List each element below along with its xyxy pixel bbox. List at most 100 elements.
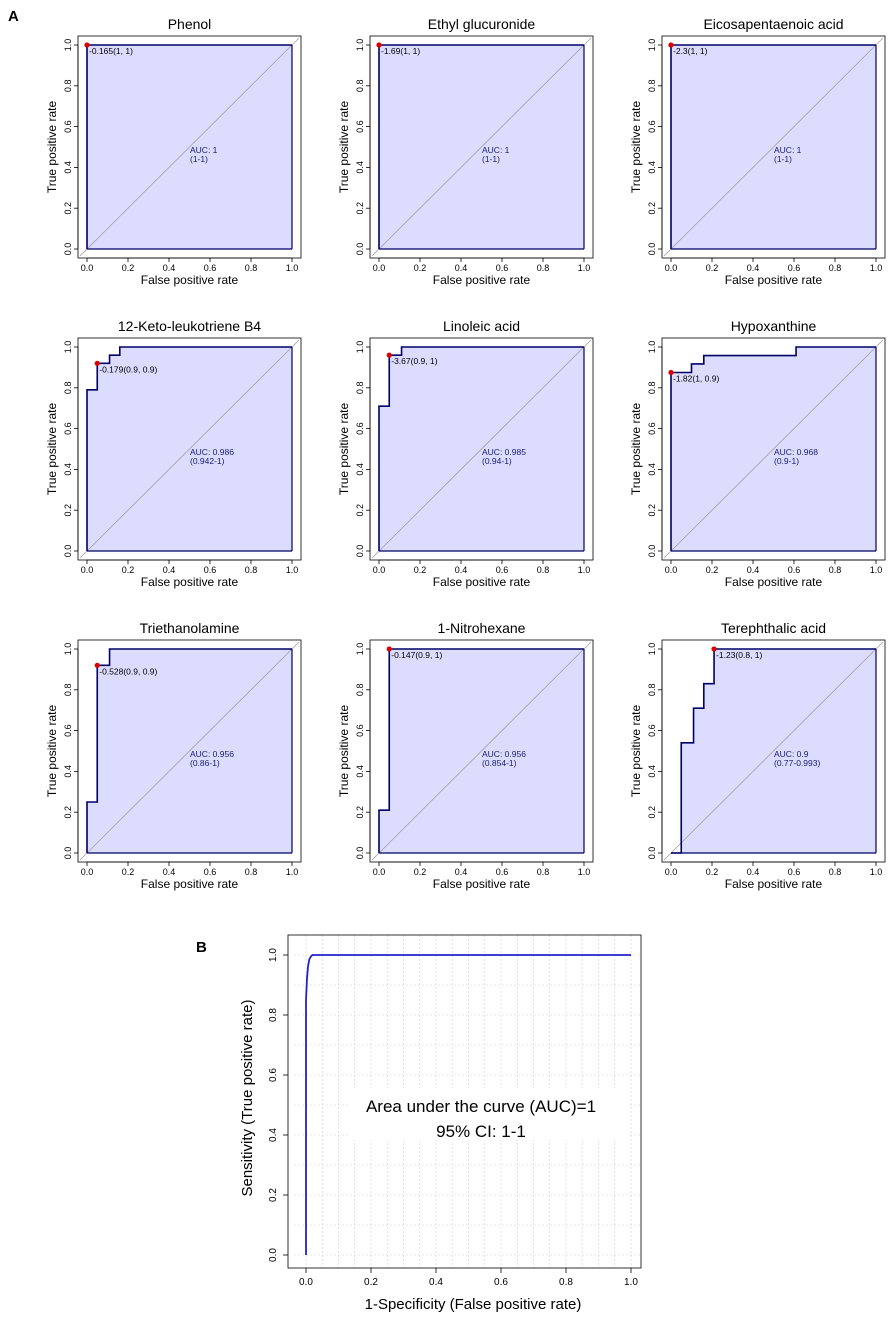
y-tick-label: 0.6: [355, 724, 365, 737]
threshold-label: -1.23(0.8, 1): [716, 650, 762, 660]
x-tick-label: 0.6: [204, 867, 217, 877]
x-tick-label: 0.6: [204, 565, 217, 575]
x-tick-label: 0.4: [455, 263, 468, 273]
x-tick-label: 1.0: [286, 263, 299, 273]
threshold-point: [386, 646, 392, 652]
x-tick-label: 1.0: [286, 867, 299, 877]
x-tick-label: 1.0: [624, 1277, 638, 1288]
plot-frame: [287, 934, 642, 1269]
ci-label: (0.942-1): [190, 456, 225, 466]
roc-panel-9: Terephthalic acid -1.23(0.8, 1) AUC: 0.9(0…: [629, 620, 886, 891]
y-tick-label: 0.4: [647, 463, 657, 476]
y-tick-label: 0.0: [63, 243, 73, 256]
y-tick-label: 0.0: [268, 1248, 279, 1262]
roc-panel-7: Triethanolamine -0.528(0.9, 0.9) AUC: 0.95…: [45, 620, 302, 891]
y-tick-label: 0.8: [63, 80, 73, 93]
x-tick-label: 1.0: [286, 565, 299, 575]
threshold-point: [94, 662, 100, 668]
x-tick-label: 1.0: [870, 565, 883, 575]
y-tick-label: 1.0: [647, 341, 657, 354]
y-tick-label: 0.2: [647, 202, 657, 215]
roc-panel-5: Linoleic acid -3.67(0.9, 1) AUC: 0.985(0.9…: [337, 318, 594, 589]
x-axis-label: False positive rate: [725, 273, 823, 287]
y-tick-label: 0.0: [63, 545, 73, 558]
x-tick-label: 1.0: [578, 565, 591, 575]
threshold-label: -3.67(0.9, 1): [391, 356, 437, 366]
threshold-point: [84, 42, 90, 48]
y-tick-label: 0.0: [647, 243, 657, 256]
roc-panel-8: 1-Nitrohexane -0.147(0.9, 1) AUC: 0.956(0.…: [337, 620, 594, 891]
x-tick-label: 1.0: [870, 263, 883, 273]
y-tick-label: 0.0: [63, 847, 73, 860]
x-tick-label: 0.0: [81, 867, 94, 877]
y-tick-label: 0.0: [355, 847, 365, 860]
threshold-label: -0.179(0.9, 0.9): [99, 364, 157, 374]
x-tick-label: 0.2: [706, 867, 719, 877]
reference-diagonal: [371, 641, 592, 861]
y-tick-label: 0.0: [647, 847, 657, 860]
x-tick-label: 0.8: [245, 565, 258, 575]
threshold-point: [94, 360, 100, 366]
ci-label: (0.854-1): [482, 758, 517, 768]
x-tick-label: 0.8: [537, 263, 550, 273]
y-tick-label: 0.8: [355, 80, 365, 93]
x-tick-label: 0.8: [829, 867, 842, 877]
y-tick-label: 1.0: [63, 39, 73, 52]
auc-label: AUC: 0.9: [774, 749, 809, 759]
y-tick-label: 0.2: [647, 806, 657, 819]
x-tick-label: 0.4: [163, 565, 176, 575]
x-tick-label: 0.8: [245, 867, 258, 877]
x-tick-label: 0.8: [829, 263, 842, 273]
y-axis-label: True positive rate: [337, 705, 351, 798]
auc-label: AUC: 1: [774, 145, 802, 155]
x-tick-label: 0.2: [706, 263, 719, 273]
x-axis-label: False positive rate: [433, 273, 531, 287]
y-axis-label: True positive rate: [45, 403, 59, 496]
y-tick-label: 0.2: [63, 504, 73, 517]
x-axis-label: 1-Specificity (False positive rate): [365, 1296, 582, 1313]
roc-panel-3: Eicosapentaenoic acid -2.3(1, 1) AUC: 1(1-…: [629, 16, 886, 287]
x-tick-label: 0.6: [788, 867, 801, 877]
y-tick-label: 0.2: [268, 1188, 279, 1202]
x-tick-label: 0.6: [496, 565, 509, 575]
y-axis-label: True positive rate: [629, 705, 643, 798]
x-tick-label: 0.2: [706, 565, 719, 575]
roc-panel-1: Phenol -0.165(1, 1) AUC: 1(1-1) 0.0 0.2 0.4 0.…: [45, 16, 302, 287]
chart-title: Ethyl glucuronide: [428, 16, 536, 32]
reference-diagonal: [79, 37, 300, 257]
reference-diagonal: [371, 339, 592, 559]
y-tick-label: 1.0: [355, 39, 365, 52]
y-tick-label: 0.6: [63, 724, 73, 737]
y-tick-label: 1.0: [268, 948, 279, 962]
chart-title: Terephthalic acid: [721, 620, 826, 636]
y-tick-label: 0.0: [355, 545, 365, 558]
y-tick-label: 1.0: [647, 643, 657, 656]
x-tick-label: 0.2: [414, 867, 427, 877]
y-tick-label: 0.8: [355, 684, 365, 697]
x-tick-label: 0.0: [665, 565, 678, 575]
y-tick-label: 0.8: [647, 80, 657, 93]
ci-label: (0.77-0.993): [774, 758, 820, 768]
x-tick-label: 0.6: [494, 1277, 508, 1288]
threshold-point: [668, 42, 674, 48]
y-tick-label: 0.8: [268, 1008, 279, 1022]
y-tick-label: 0.8: [355, 382, 365, 395]
ci-label: (0.9-1): [774, 456, 799, 466]
x-tick-label: 0.6: [496, 867, 509, 877]
reference-diagonal: [79, 339, 300, 559]
x-tick-label: 0.6: [204, 263, 217, 273]
x-axis-label: False positive rate: [433, 877, 531, 891]
x-tick-label: 0.4: [747, 263, 760, 273]
y-tick-label: 0.2: [63, 806, 73, 819]
y-tick-label: 0.6: [268, 1068, 279, 1082]
x-axis-label: False positive rate: [433, 575, 531, 589]
x-tick-label: 0.4: [455, 867, 468, 877]
x-tick-label: 0.2: [122, 263, 135, 273]
reference-diagonal: [371, 37, 592, 257]
ci-label: (0.94-1): [482, 456, 512, 466]
roc-panel-6: Hypoxanthine -1.82(1, 0.9) AUC: 0.968(0.9-…: [629, 318, 886, 589]
y-tick-label: 0.6: [647, 422, 657, 435]
y-tick-label: 0.4: [268, 1128, 279, 1142]
auc-label: AUC: 1: [190, 145, 218, 155]
y-tick-label: 1.0: [355, 341, 365, 354]
